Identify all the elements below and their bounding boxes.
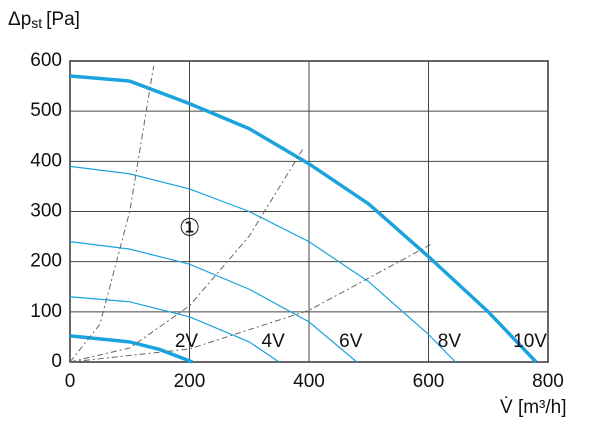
curve — [69, 243, 432, 363]
y-tick-label: 600 — [30, 50, 62, 71]
annotation: ① — [179, 214, 201, 241]
x-tick-label: 0 — [65, 371, 76, 392]
x-tick-label: 600 — [413, 371, 445, 392]
curve — [69, 148, 304, 363]
curve-label: 8V — [438, 331, 462, 352]
y-tick-label: 0 — [51, 351, 62, 372]
x-tick-label: 800 — [532, 371, 564, 392]
curve-label: 10V — [513, 331, 547, 352]
curve — [69, 241, 358, 363]
curve-label: 2V — [175, 331, 199, 352]
x-axis-label: V̇ [m³/h] — [500, 397, 567, 418]
y-tick-label: 100 — [30, 301, 62, 322]
curve-label: 4V — [262, 331, 286, 352]
curve — [69, 65, 155, 363]
curve — [69, 165, 456, 363]
y-tick-label: 200 — [30, 251, 62, 272]
x-tick-label: 200 — [174, 371, 206, 392]
y-axis-label: Δpst [Pa] — [8, 9, 80, 31]
curve — [69, 296, 280, 363]
y-tick-label: 500 — [30, 100, 62, 121]
y-tick-label: 400 — [30, 150, 62, 171]
curve-label: 6V — [339, 331, 363, 352]
x-tick-label: 400 — [293, 371, 325, 392]
curve — [69, 334, 194, 364]
y-tick-label: 300 — [30, 201, 62, 222]
